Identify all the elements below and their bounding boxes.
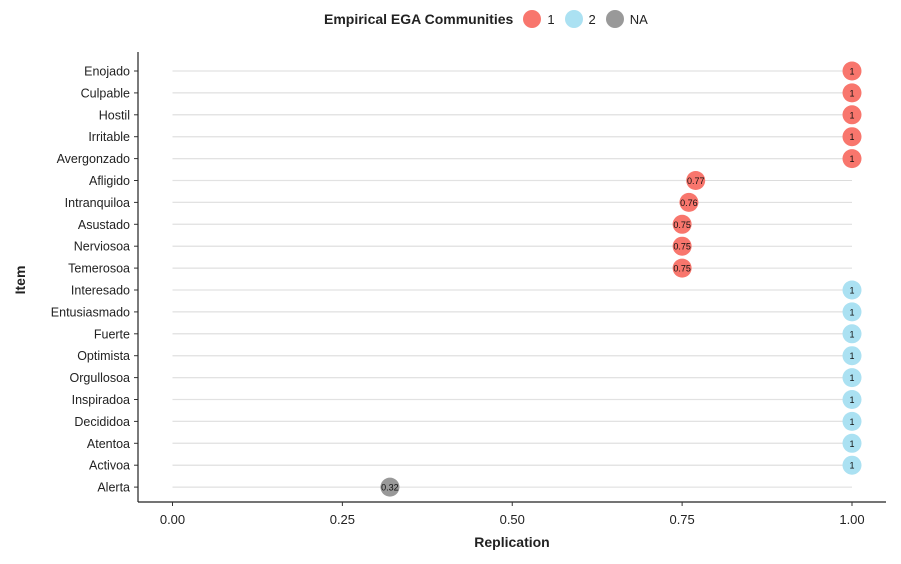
data-label: 1 — [849, 439, 854, 449]
data-point — [672, 214, 692, 234]
data-point — [679, 192, 699, 212]
data-point — [842, 149, 862, 169]
data-label: 1 — [849, 286, 854, 296]
x-tick-label: 0.50 — [500, 512, 525, 527]
y-tick-label: Irritable — [88, 130, 130, 144]
data-label: 1 — [849, 307, 854, 317]
data-label: 1 — [849, 373, 854, 383]
y-tick-label: Activoa — [89, 459, 130, 473]
axis-layer: Enojado Culpable Hostil Irritable Avergonzad… — [51, 52, 886, 527]
data-point — [842, 280, 862, 300]
data-label: 1 — [849, 461, 854, 471]
y-tick-label: Enojado — [84, 65, 130, 79]
data-point — [842, 83, 862, 103]
x-tick-label: 0.00 — [160, 512, 185, 527]
data-point — [842, 390, 862, 409]
data-point — [842, 433, 862, 453]
data-label: 0.75 — [673, 242, 691, 252]
y-tick-label: Culpable — [81, 86, 130, 100]
data-point — [842, 61, 862, 81]
chart-legend: Empirical EGA Communities 1 2 NA — [324, 8, 658, 30]
data-point — [672, 236, 692, 256]
x-tick-label: 1.00 — [839, 512, 864, 527]
data-label: 0.75 — [673, 220, 691, 230]
data-label: 1 — [849, 132, 854, 142]
legend-item-2: 2 — [564, 10, 596, 28]
y-tick-label: Inspiradoa — [72, 393, 130, 407]
legend-key-1 — [523, 10, 542, 28]
y-tick-label: Avergonzado — [57, 152, 130, 166]
data-label: 0.76 — [680, 198, 698, 208]
legend-label-2: 2 — [588, 11, 596, 27]
x-tick-label: 0.25 — [330, 512, 355, 527]
y-tick-label: Alerta — [97, 481, 130, 495]
data-label: 0.32 — [381, 483, 399, 493]
y-tick-label: Fuerte — [94, 327, 130, 341]
data-point — [842, 105, 862, 125]
data-point — [672, 258, 692, 278]
data-point — [842, 368, 862, 388]
y-tick-label: Temerosoa — [68, 262, 130, 276]
y-tick-label: Intranquiloa — [65, 196, 130, 210]
data-label: 1 — [849, 417, 854, 427]
data-point — [842, 302, 862, 322]
data-point — [842, 411, 862, 431]
legend-item-na: NA — [605, 10, 648, 28]
data-label: 1 — [849, 395, 854, 405]
data-label: 1 — [849, 351, 854, 361]
data-point — [842, 346, 862, 366]
y-tick-label: Interesado — [71, 284, 130, 298]
data-label: 1 — [849, 88, 854, 98]
data-point — [686, 171, 706, 190]
data-point — [380, 477, 400, 497]
data-label: 0.77 — [687, 176, 705, 186]
data-label: 1 — [849, 154, 854, 164]
data-point — [842, 127, 862, 147]
grid-layer — [172, 70, 852, 488]
data-point — [842, 324, 862, 344]
y-tick-label: Afligido — [89, 174, 130, 188]
y-tick-label: Decididoa — [74, 415, 130, 429]
x-axis-title: Replication — [474, 534, 549, 550]
y-tick-label: Atentoa — [87, 437, 130, 451]
legend-label-1: 1 — [547, 11, 555, 27]
data-point — [842, 455, 862, 475]
y-tick-label: Asustado — [78, 218, 130, 232]
legend-key-2 — [564, 10, 583, 28]
stem-layer — [172, 70, 852, 488]
y-axis-title: Item — [12, 266, 28, 295]
legend-label-na: NA — [629, 11, 648, 27]
y-tick-label: Optimista — [77, 349, 130, 363]
y-tick-label: Entusiasmado — [51, 305, 130, 319]
legend-key-na — [605, 10, 624, 28]
point-layer: 1 1 1 1 1 0.77 0.76 0.75 0.75 0.75 1 1 1 1 1 1 1 1 1 0.32 — [380, 61, 862, 497]
data-label: 1 — [849, 67, 854, 77]
data-label: 0.75 — [673, 264, 691, 274]
x-tick-label: 0.75 — [669, 512, 694, 527]
data-label: 1 — [849, 329, 854, 339]
y-tick-label: Hostil — [99, 108, 130, 122]
y-tick-label: Nerviosoa — [74, 240, 130, 254]
legend-title: Empirical EGA Communities — [324, 11, 514, 27]
legend-item-1: 1 — [523, 10, 555, 28]
data-label: 1 — [849, 110, 854, 120]
y-tick-label: Orgullosoa — [70, 371, 130, 385]
